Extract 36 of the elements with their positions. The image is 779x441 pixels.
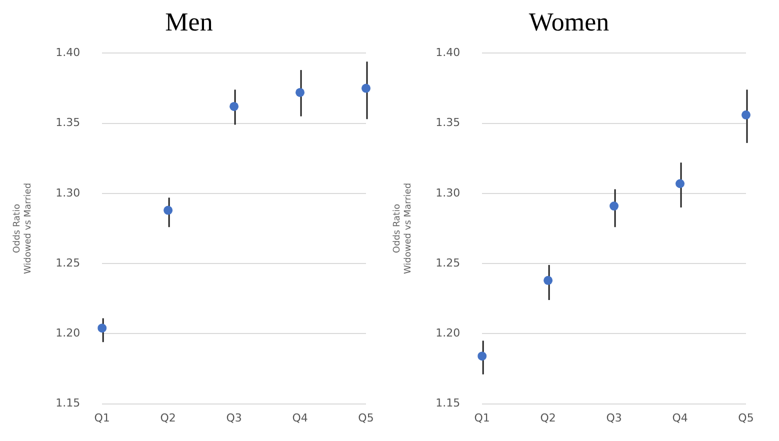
point: [230, 102, 239, 111]
point: [610, 202, 619, 211]
y-tick-label: 1.25: [56, 256, 80, 270]
y-axis-title: Odds Ratio Widowed vs Married: [12, 182, 34, 274]
x-tick-label: Q3: [606, 411, 622, 424]
y-tick-label: 1.30: [436, 186, 460, 200]
x-tick-label: Q2: [540, 411, 556, 424]
y-tick-label: 1.20: [436, 326, 460, 340]
y-tick-label: 1.30: [56, 186, 80, 200]
x-tick-label: Q4: [672, 411, 688, 424]
x-tick-label: Q4: [292, 411, 308, 424]
point: [164, 206, 173, 215]
y-tick-label: 1.15: [56, 396, 80, 410]
point: [478, 352, 487, 361]
y-axis-title: Odds Ratio Widowed vs Married: [392, 182, 414, 274]
point: [362, 84, 370, 93]
y-tick-label: 1.40: [56, 46, 80, 60]
y-tick-label: 1.40: [436, 46, 460, 60]
y-tick-label: 1.35: [436, 116, 460, 130]
y-tick-label: 1.25: [436, 256, 460, 270]
chart-title: Men: [165, 7, 213, 36]
point: [676, 179, 685, 188]
x-tick-label: Q3: [226, 411, 242, 424]
point: [544, 276, 553, 285]
x-tick-label: Q2: [160, 411, 176, 424]
x-tick-label: Q5: [738, 411, 754, 424]
point: [296, 88, 305, 97]
point: [98, 324, 107, 333]
y-tick-label: 1.20: [56, 326, 80, 340]
chart-title: Women: [528, 7, 610, 36]
x-tick-label: Q1: [474, 411, 490, 424]
y-tick-label: 1.35: [56, 116, 80, 130]
point: [742, 110, 750, 120]
y-tick-label: 1.15: [436, 396, 460, 410]
x-tick-label: Q5: [358, 411, 374, 424]
x-tick-label: Q1: [94, 411, 110, 424]
